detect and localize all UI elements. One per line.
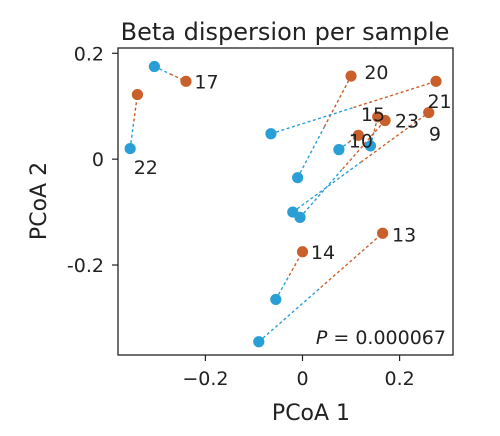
point-label-14: 14 — [311, 242, 335, 264]
point-20-b — [345, 70, 357, 82]
point-label-20: 20 — [364, 62, 388, 84]
point-10-b — [352, 129, 364, 141]
y-tick-label: -0.2 — [67, 255, 104, 277]
point-22-a — [124, 142, 136, 155]
y-axis-label: PCoA 2 — [27, 162, 52, 240]
pair-line-21-b — [353, 80, 437, 109]
pair-line-22-a — [129, 121, 135, 149]
pair-line-21-a — [270, 106, 354, 135]
point-label-13: 13 — [392, 224, 416, 246]
y-tick-label: 0.2 — [74, 43, 104, 65]
pair-line-20-a — [297, 126, 325, 179]
point-9-a — [287, 206, 299, 218]
x-tick-label: 0.2 — [384, 368, 414, 390]
point-13-b — [377, 227, 389, 239]
x-tick-label: −0.2 — [182, 368, 228, 390]
point-label-15: 15 — [361, 104, 385, 126]
point-20-a — [292, 172, 304, 184]
pair-line-23-a — [299, 168, 344, 218]
point-21-a — [265, 128, 277, 140]
point-label-17: 17 — [194, 71, 218, 93]
point-23-b — [379, 114, 391, 127]
pair-line-13-a — [258, 286, 322, 343]
point-17-a — [148, 60, 161, 73]
point-22-b — [131, 88, 144, 101]
point-17-b — [180, 75, 192, 87]
point-15-a — [364, 140, 377, 152]
point-13-a — [253, 336, 265, 348]
point-label-10: 10 — [349, 131, 373, 153]
point-14-a — [270, 293, 282, 306]
point-label-9: 9 — [429, 124, 441, 146]
p-value-annotation: P = 0.000067 — [316, 327, 446, 349]
pair-line-20-b — [323, 75, 352, 128]
y-tick-label: 0 — [92, 149, 104, 171]
pair-line-10-b — [348, 134, 359, 144]
pair-line-13-b — [320, 232, 384, 289]
p-value-symbol: P — [316, 327, 328, 349]
p-value-text: = 0.000067 — [327, 327, 446, 349]
pair-line-17-b — [169, 73, 187, 82]
x-tick-label: 0 — [296, 368, 308, 390]
pair-line-14-a — [275, 275, 290, 300]
point-label-23: 23 — [395, 111, 419, 133]
chart-title: Beta dispersion per sample — [121, 18, 450, 46]
point-21-b — [430, 75, 442, 87]
point-14-b — [296, 246, 309, 258]
plot-frame — [117, 47, 454, 356]
point-label-22: 22 — [134, 157, 158, 179]
point-label-21: 21 — [427, 91, 451, 113]
point-9-b — [423, 106, 435, 119]
x-axis-label: PCoA 1 — [272, 401, 350, 426]
point-10-a — [333, 144, 345, 156]
